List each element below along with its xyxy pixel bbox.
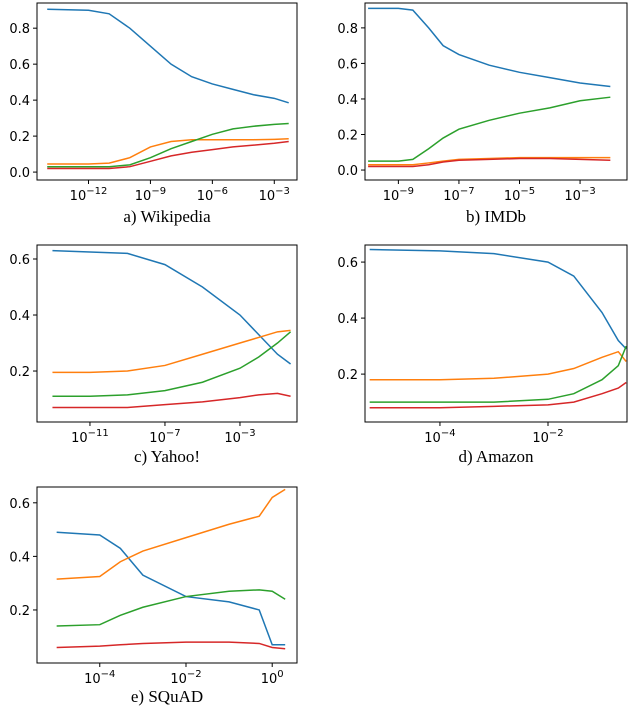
line-series [56, 531, 286, 646]
plot-frame [36, 486, 298, 664]
x-tick-label: 100 [261, 669, 284, 687]
x-tick-label: 10−3 [564, 186, 595, 204]
y-tick-label: 0.0 [9, 166, 30, 181]
panel-caption: c) Yahoo! [134, 447, 200, 466]
y-tick-label: 0.4 [9, 94, 30, 109]
line-series [369, 350, 627, 381]
y-tick-label: 0.6 [337, 256, 358, 271]
x-tick-label: 10−9 [383, 186, 414, 204]
y-tick-label: 0.2 [9, 604, 30, 619]
panel-caption: d) Amazon [458, 447, 534, 466]
y-tick-label: 0.6 [9, 253, 30, 268]
x-tick-label: 10−3 [224, 428, 255, 446]
x-tick-label: 10−7 [149, 428, 180, 446]
line-series [47, 8, 289, 104]
y-tick-label: 0.6 [9, 497, 30, 512]
plot-frame [36, 2, 298, 181]
panel-caption: e) SQuAD [131, 687, 203, 706]
y-tick-label: 0.8 [9, 22, 30, 37]
y-tick-label: 0.4 [9, 309, 30, 324]
line-series [47, 122, 289, 168]
y-tick-label: 0.2 [337, 368, 358, 383]
line-series [47, 138, 289, 165]
plot-frame [36, 244, 298, 423]
x-tick-label: 10−7 [443, 186, 474, 204]
y-tick-label: 0.4 [337, 93, 358, 108]
line-series [368, 96, 611, 162]
line-series [369, 381, 627, 409]
x-tick-label: 10−5 [504, 186, 535, 204]
line-series [56, 589, 286, 627]
panel-caption: a) Wikipedia [123, 207, 211, 226]
y-tick-label: 0.6 [337, 57, 358, 72]
line-series [56, 641, 286, 650]
panel-caption: b) IMDb [466, 207, 526, 226]
y-tick-label: 0.6 [9, 58, 30, 73]
line-series [369, 345, 627, 403]
x-tick-label: 10−6 [197, 186, 228, 204]
y-tick-label: 0.4 [337, 312, 358, 327]
x-tick-label: 10−2 [170, 669, 201, 687]
line-series [368, 157, 611, 168]
line-series [368, 7, 611, 88]
x-tick-label: 10−2 [532, 428, 563, 446]
line-series [56, 488, 286, 580]
line-series [52, 392, 291, 409]
y-tick-label: 0.4 [9, 550, 30, 565]
line-series [52, 249, 292, 365]
line-series [369, 248, 627, 350]
y-tick-label: 0.2 [9, 130, 30, 145]
x-tick-label: 10−3 [259, 186, 290, 204]
line-series [47, 140, 289, 170]
y-tick-label: 0.2 [337, 129, 358, 144]
line-series [368, 156, 611, 166]
x-tick-label: 10−12 [70, 186, 108, 204]
plot-frame [364, 2, 628, 181]
line-series [52, 331, 292, 397]
line-series [52, 329, 291, 374]
plot-frame [364, 244, 628, 423]
y-tick-label: 0.2 [9, 365, 30, 380]
x-tick-label: 10−9 [135, 186, 166, 204]
y-tick-label: 0.0 [337, 164, 358, 179]
x-tick-label: 10−11 [71, 428, 109, 446]
y-tick-label: 0.8 [337, 22, 358, 37]
x-tick-label: 10−4 [424, 428, 455, 446]
x-tick-label: 10−4 [84, 669, 115, 687]
